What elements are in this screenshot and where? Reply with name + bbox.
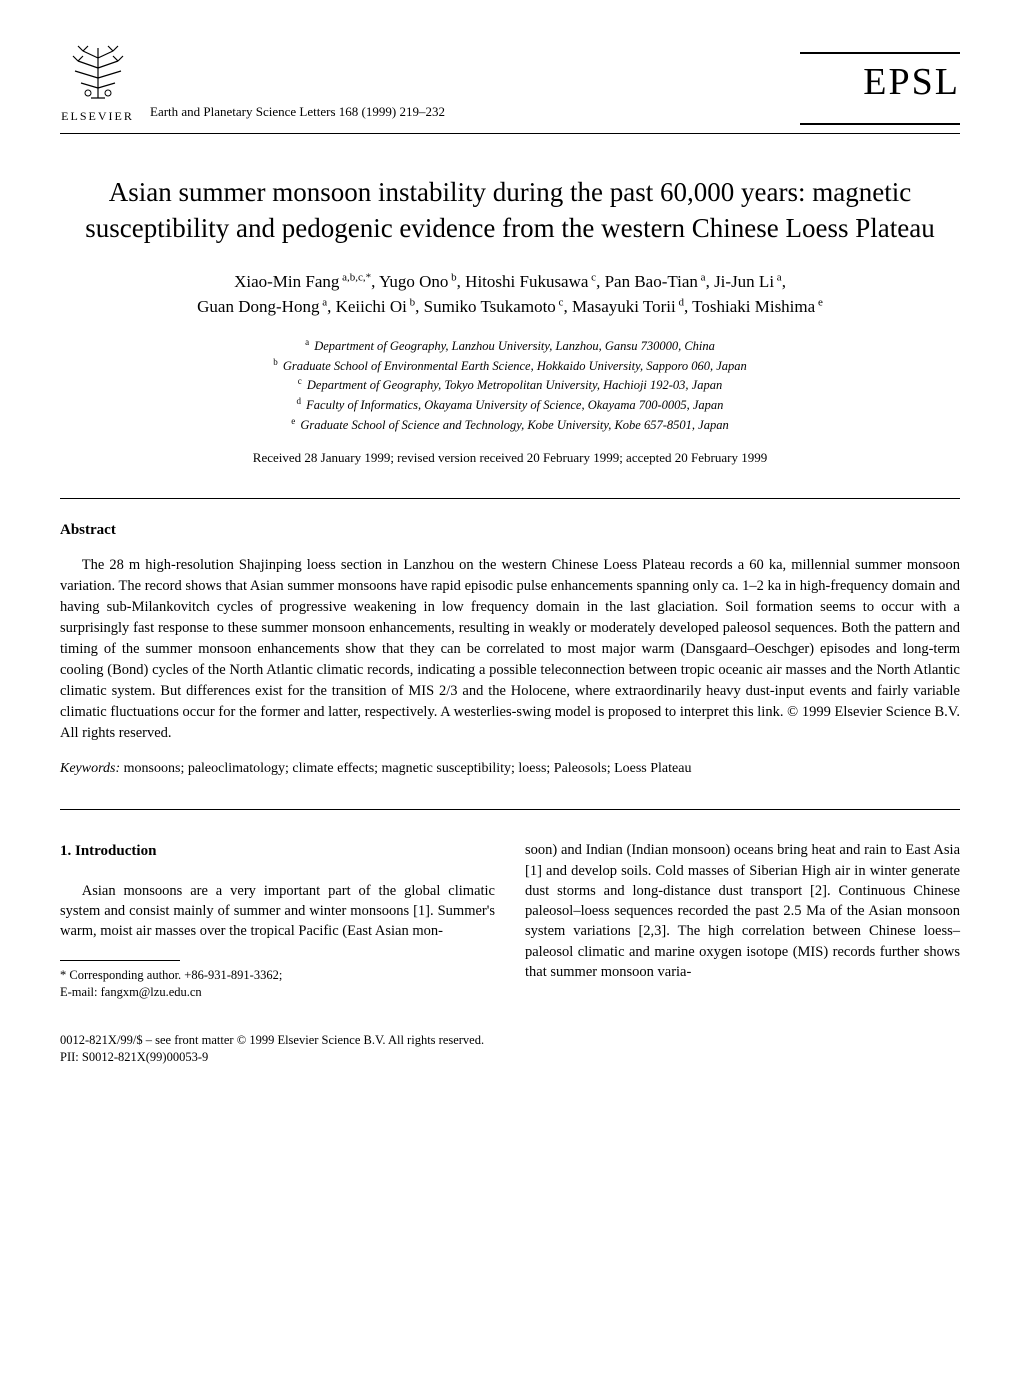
divider: [60, 498, 960, 499]
affiliation-c: c Department of Geography, Tokyo Metropo…: [60, 375, 960, 395]
page-footer: 0012-821X/99/$ – see front matter © 1999…: [60, 1032, 960, 1067]
intro-text-col2: soon) and Indian (Indian monsoon) oceans…: [525, 840, 960, 982]
keywords: Keywords: monsoons; paleoclimatology; cl…: [60, 758, 960, 779]
footer-pii: PII: S0012-821X(99)00053-9: [60, 1049, 960, 1067]
divider: [60, 809, 960, 810]
footnote-divider: [60, 960, 180, 961]
affiliation-e: e Graduate School of Science and Technol…: [60, 415, 960, 435]
authors-line2: Guan Dong-Hong a, Keiichi Oi b, Sumiko T…: [197, 297, 823, 316]
authors: Xiao-Min Fang a,b,c,*, Yugo Ono b, Hitos…: [60, 269, 960, 320]
affiliation-b: b Graduate School of Environmental Earth…: [60, 356, 960, 376]
affiliations: a Department of Geography, Lanzhou Unive…: [60, 336, 960, 434]
affiliation-a: a Department of Geography, Lanzhou Unive…: [60, 336, 960, 356]
journal-header: ELSEVIER Earth and Planetary Science Let…: [60, 40, 960, 134]
two-column-body: 1. Introduction Asian monsoons are a ver…: [60, 840, 960, 1001]
affiliation-d: d Faculty of Informatics, Okayama Univer…: [60, 395, 960, 415]
journal-abbr: EPSL: [863, 54, 960, 119]
keywords-text: monsoons; paleoclimatology; climate effe…: [124, 761, 692, 776]
right-column: soon) and Indian (Indian monsoon) oceans…: [525, 840, 960, 1001]
elsevier-tree-icon: [63, 43, 133, 103]
header-left: ELSEVIER Earth and Planetary Science Let…: [60, 40, 445, 125]
publisher-name: ELSEVIER: [61, 107, 134, 125]
intro-text-col1: Asian monsoons are a very important part…: [60, 881, 495, 942]
left-column: 1. Introduction Asian monsoons are a ver…: [60, 840, 495, 1001]
footer-copyright: 0012-821X/99/$ – see front matter © 1999…: [60, 1032, 960, 1050]
keywords-label: Keywords:: [60, 761, 120, 776]
intro-heading: 1. Introduction: [60, 840, 495, 863]
journal-citation: Earth and Planetary Science Letters 168 …: [150, 102, 445, 126]
authors-line1: Xiao-Min Fang a,b,c,*, Yugo Ono b, Hitos…: [234, 272, 786, 291]
article-dates: Received 28 January 1999; revised versio…: [60, 448, 960, 468]
email-footnote: E-mail: fangxm@lzu.edu.cn: [60, 984, 495, 1002]
abstract-text: The 28 m high-resolution Shajinping loes…: [60, 555, 960, 744]
corresponding-footnote: * Corresponding author. +86-931-891-3362…: [60, 967, 495, 985]
journal-abbr-block: EPSL: [800, 48, 960, 125]
abstract-heading: Abstract: [60, 519, 960, 542]
article-title: Asian summer monsoon instability during …: [60, 174, 960, 247]
elsevier-logo: ELSEVIER: [60, 40, 135, 125]
